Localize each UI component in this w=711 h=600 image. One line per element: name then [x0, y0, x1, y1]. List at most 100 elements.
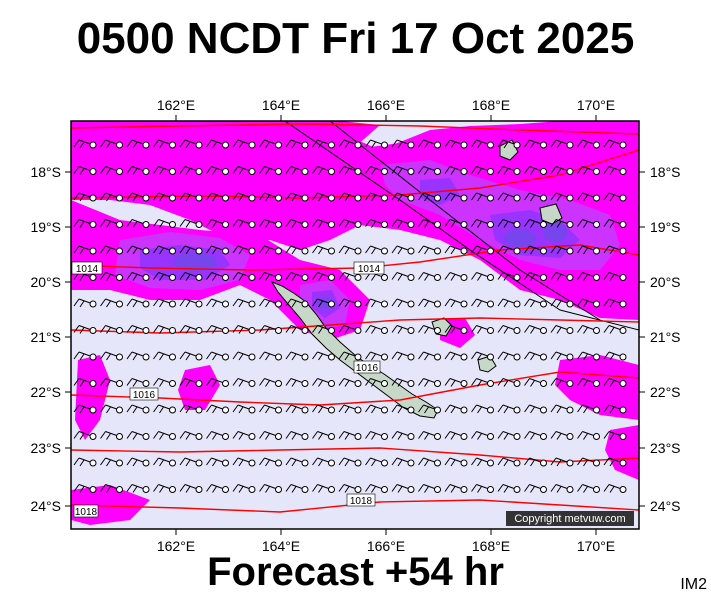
wind-barb-station [593, 406, 600, 414]
lat-label: 24°S [650, 498, 681, 514]
wind-barb-station [434, 406, 441, 414]
wind-barb-station [328, 380, 335, 387]
lat-label: 23°S [650, 440, 681, 456]
wind-barb-station [487, 380, 494, 387]
wind-barb-station [593, 141, 600, 149]
map-title: 0500 NCDT Fri 17 Oct 2025 [76, 14, 635, 63]
wind-barb-station [89, 274, 97, 281]
wind-barb-station [487, 327, 494, 334]
wind-barb-station [89, 194, 97, 202]
wind-barb-station [619, 327, 627, 334]
wind-barb-station [619, 353, 627, 361]
lat-label: 22°S [650, 384, 681, 400]
latitude-labels-left: 18°S 19°S 20°S 21°S 22°S 23°S 24°S [30, 164, 61, 514]
wind-barb-station [301, 194, 309, 202]
lon-label: 170°E [577, 97, 615, 113]
copyright-box [506, 511, 634, 526]
wind-barb-station [248, 221, 256, 228]
wind-barb-station [566, 168, 574, 175]
wind-barb-station [619, 141, 627, 149]
wind-barb-station [89, 247, 97, 255]
wind-barb-station [89, 141, 97, 149]
wind-barb-station [222, 221, 229, 228]
wind-barb-station [328, 353, 335, 361]
latitude-labels-right: 18°S 19°S 20°S 21°S 22°S 23°S 24°S [650, 164, 681, 514]
lon-label: 162°E [157, 97, 195, 113]
wind-barb-station [487, 353, 494, 361]
wind-barb-station [142, 433, 150, 440]
wind-barb-station [89, 300, 97, 308]
wind-barb-station [460, 353, 468, 361]
wind-barb-station [328, 406, 335, 414]
isobar-label: 1016 [133, 390, 156, 401]
wind-barb-station [275, 353, 282, 361]
wind-barb-station [540, 168, 547, 175]
wind-barb-station [381, 194, 388, 202]
wind-barb-station [169, 486, 176, 493]
longitude-labels-bottom: 162°E 164°E 166°E 168°E 170°E [157, 538, 615, 554]
lat-label: 22°S [30, 384, 61, 400]
wind-barb-station [354, 168, 362, 175]
wind-barb-station [381, 486, 388, 493]
wind-barb-station [381, 433, 388, 440]
wind-barb-station [619, 194, 627, 202]
wind-barb-station [593, 486, 600, 493]
wind-barb-station [195, 247, 203, 255]
wind-barb-station [301, 274, 309, 281]
wind-barb-station [328, 274, 335, 281]
lat-label: 19°S [30, 219, 61, 235]
wind-barb-station [116, 194, 123, 202]
wind-barb-station [487, 406, 494, 414]
wind-barb-station [328, 141, 335, 149]
wind-barb-station [116, 433, 123, 440]
wind-barb-station [116, 353, 123, 361]
wind-barb-station [407, 194, 415, 202]
wind-barb-station [566, 247, 574, 255]
wind-barb-station [301, 247, 309, 255]
wind-barb-station [619, 433, 627, 440]
wind-barb-station [381, 459, 388, 467]
wind-barb-station [487, 433, 494, 440]
wind-barb-station [248, 486, 256, 493]
wind-barb-station [434, 353, 441, 361]
wind-barb-station [222, 247, 229, 255]
wind-barb-station [328, 221, 335, 228]
wind-barb-station [460, 274, 468, 281]
wind-barb-station [354, 327, 362, 334]
wind-barb-station [142, 300, 150, 308]
lat-label: 18°S [30, 164, 61, 180]
wind-barb-station [142, 221, 150, 228]
wind-barb-station [142, 406, 150, 414]
wind-barb-station [566, 141, 574, 149]
wind-barb-station [301, 221, 309, 228]
wind-barb-station [248, 406, 256, 414]
wind-barb-station [513, 274, 521, 281]
wind-barb-station [89, 380, 97, 387]
wind-barb-station [248, 194, 256, 202]
wind-barb-station [169, 168, 176, 175]
wind-barb-station [169, 406, 176, 414]
wind-barb-station [328, 168, 335, 175]
wind-barb-station [116, 406, 123, 414]
wind-barb-station [116, 247, 123, 255]
wind-barb-station [169, 300, 176, 308]
wind-barb-station [301, 327, 309, 334]
wind-barb-station [222, 353, 229, 361]
wind-barb-station [407, 300, 415, 308]
wind-barb-station [142, 327, 150, 334]
wind-barb-station [566, 486, 574, 493]
wind-barb-station [275, 327, 282, 334]
wind-barb-station [195, 459, 203, 467]
isobar-label: 1014 [76, 264, 99, 275]
wind-barb-station [566, 327, 574, 334]
wind-barb-station [195, 274, 203, 281]
wind-barb-station [407, 141, 415, 149]
wind-barb-station [513, 406, 521, 414]
wind-barb-station [407, 221, 415, 228]
wind-barb-station [275, 194, 282, 202]
wind-barb-station [195, 433, 203, 440]
wind-barb-station [434, 380, 441, 387]
wind-barb-station [116, 168, 123, 175]
wind-barb-station [89, 327, 97, 334]
wind-barb-station [460, 194, 468, 202]
